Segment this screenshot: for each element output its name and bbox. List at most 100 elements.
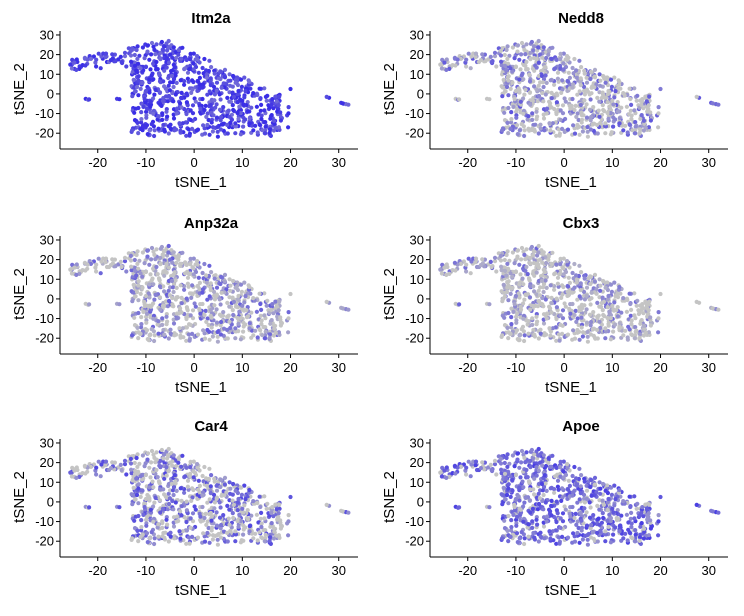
- data-point: [184, 262, 189, 267]
- data-point: [241, 510, 246, 515]
- data-point: [87, 505, 92, 510]
- data-point: [507, 461, 512, 466]
- data-point: [621, 91, 626, 96]
- data-point: [608, 132, 614, 137]
- data-point: [74, 262, 79, 267]
- data-point: [588, 76, 593, 82]
- data-point: [169, 481, 174, 486]
- data-point: [565, 57, 570, 62]
- data-point: [180, 529, 185, 534]
- data-point: [605, 297, 611, 302]
- data-point: [579, 270, 584, 275]
- data-point: [555, 478, 561, 483]
- data-point: [130, 502, 135, 507]
- data-point: [164, 465, 169, 470]
- data-point: [534, 270, 539, 275]
- data-point: [142, 464, 147, 469]
- data-point: [184, 296, 189, 301]
- x-tick-label: 20: [283, 155, 297, 170]
- data-point: [554, 91, 559, 96]
- data-point: [532, 127, 537, 132]
- data-point: [160, 316, 165, 321]
- data-point: [152, 536, 157, 541]
- data-point: [149, 460, 154, 465]
- data-point: [549, 56, 554, 61]
- y-tick-label: 0: [47, 86, 54, 101]
- data-point: [96, 51, 101, 56]
- data-point: [611, 102, 616, 107]
- data-point: [149, 530, 154, 535]
- data-point: [188, 117, 193, 122]
- data-point: [532, 476, 537, 481]
- data-point: [204, 522, 209, 528]
- data-point: [214, 88, 219, 93]
- data-point: [522, 133, 527, 139]
- data-point: [179, 464, 184, 469]
- data-point: [588, 302, 593, 307]
- data-point: [144, 115, 149, 120]
- data-point: [228, 120, 233, 126]
- x-tick-label: -10: [507, 155, 526, 170]
- data-point: [505, 44, 510, 49]
- data-point: [528, 255, 533, 260]
- data-point: [554, 262, 559, 267]
- data-point: [202, 464, 207, 470]
- data-point: [162, 535, 167, 540]
- y-tick-label: 0: [47, 291, 54, 306]
- data-point: [506, 74, 511, 79]
- data-point: [166, 45, 171, 50]
- data-point: [522, 92, 527, 97]
- data-point: [506, 336, 511, 341]
- data-point: [169, 73, 174, 78]
- data-point: [119, 467, 124, 473]
- data-point: [218, 332, 223, 337]
- data-point: [147, 465, 152, 470]
- data-point: [128, 258, 134, 263]
- data-point: [603, 326, 608, 331]
- data-point: [236, 321, 241, 326]
- data-point: [154, 264, 159, 270]
- data-point: [218, 535, 223, 540]
- data-point: [458, 261, 463, 266]
- data-point: [517, 57, 522, 62]
- data-point: [558, 256, 563, 261]
- data-point: [152, 252, 157, 257]
- data-point: [184, 499, 189, 504]
- data-point: [509, 528, 514, 533]
- data-point: [522, 297, 527, 302]
- data-point: [558, 57, 563, 62]
- data-point: [139, 110, 144, 115]
- data-point: [510, 250, 515, 255]
- data-point: [136, 283, 141, 288]
- data-point: [606, 293, 611, 299]
- data-point: [203, 308, 208, 313]
- data-point: [517, 498, 522, 503]
- data-point: [238, 77, 244, 82]
- data-point: [579, 120, 584, 125]
- data-point: [247, 116, 252, 121]
- data-point: [166, 539, 171, 544]
- data-point: [190, 292, 195, 297]
- data-point: [611, 124, 616, 129]
- data-point: [492, 50, 498, 55]
- data-point: [226, 516, 231, 521]
- data-point: [186, 332, 191, 337]
- data-point: [68, 62, 73, 67]
- data-point: [480, 52, 485, 57]
- x-tick-label: 30: [331, 155, 345, 170]
- data-point: [98, 474, 103, 479]
- data-point: [202, 107, 207, 113]
- data-point: [478, 263, 483, 268]
- data-point: [340, 509, 345, 514]
- data-point: [68, 470, 73, 475]
- data-point: [641, 128, 647, 133]
- data-point: [205, 519, 210, 524]
- data-point: [159, 39, 164, 45]
- data-point: [515, 49, 520, 54]
- data-point: [608, 282, 614, 287]
- data-point: [189, 295, 194, 300]
- data-point: [457, 302, 462, 307]
- data-point: [574, 75, 580, 80]
- data-point: [508, 126, 513, 131]
- data-point: [143, 472, 149, 478]
